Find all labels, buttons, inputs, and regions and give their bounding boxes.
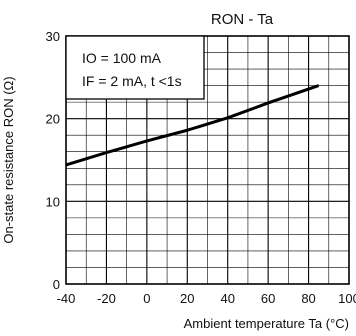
x-tick-label: 40 [220,291,234,306]
annotation-if: IF = 2 mA, t <1s [82,73,182,89]
series-line-0 [65,84,320,167]
chart-title: RON - Ta [211,11,274,28]
annotation-io: IO = 100 mA [82,50,162,66]
x-axis-label: Ambient temperature Ta (°C) [184,316,349,331]
annotation-box [65,35,205,100]
x-tick-label: -20 [97,291,116,306]
x-tick-label: 100 [338,291,356,306]
series-layer [65,84,320,167]
x-tick-label: -40 [57,291,76,306]
x-tick-label: 20 [180,291,194,306]
legend-box: IO = 100 mA IF = 2 mA, t <1s [65,35,205,100]
x-tick-label: 60 [261,291,275,306]
y-tick-label: 30 [46,29,60,44]
x-tick-label: 80 [301,291,315,306]
chart-title-text: RON - Ta [211,11,274,28]
y-axis-label: On-state resistance RON (Ω) [1,76,16,243]
y-tick-label: 10 [46,194,60,209]
y-tick-label: 20 [46,112,60,127]
x-tick-labels: -40 -20 0 20 40 60 80 100 [57,291,356,306]
plot-frame [65,35,350,285]
x-tick-label: 0 [143,291,150,306]
minor-grid [66,36,349,284]
y-tick-label: 0 [53,277,60,292]
y-tick-labels: 0 10 20 30 [46,29,60,292]
